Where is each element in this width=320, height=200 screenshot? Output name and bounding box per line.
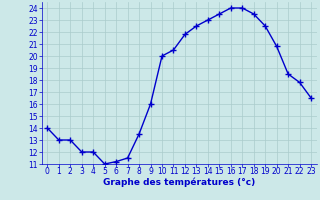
X-axis label: Graphe des températures (°c): Graphe des températures (°c) — [103, 178, 255, 187]
